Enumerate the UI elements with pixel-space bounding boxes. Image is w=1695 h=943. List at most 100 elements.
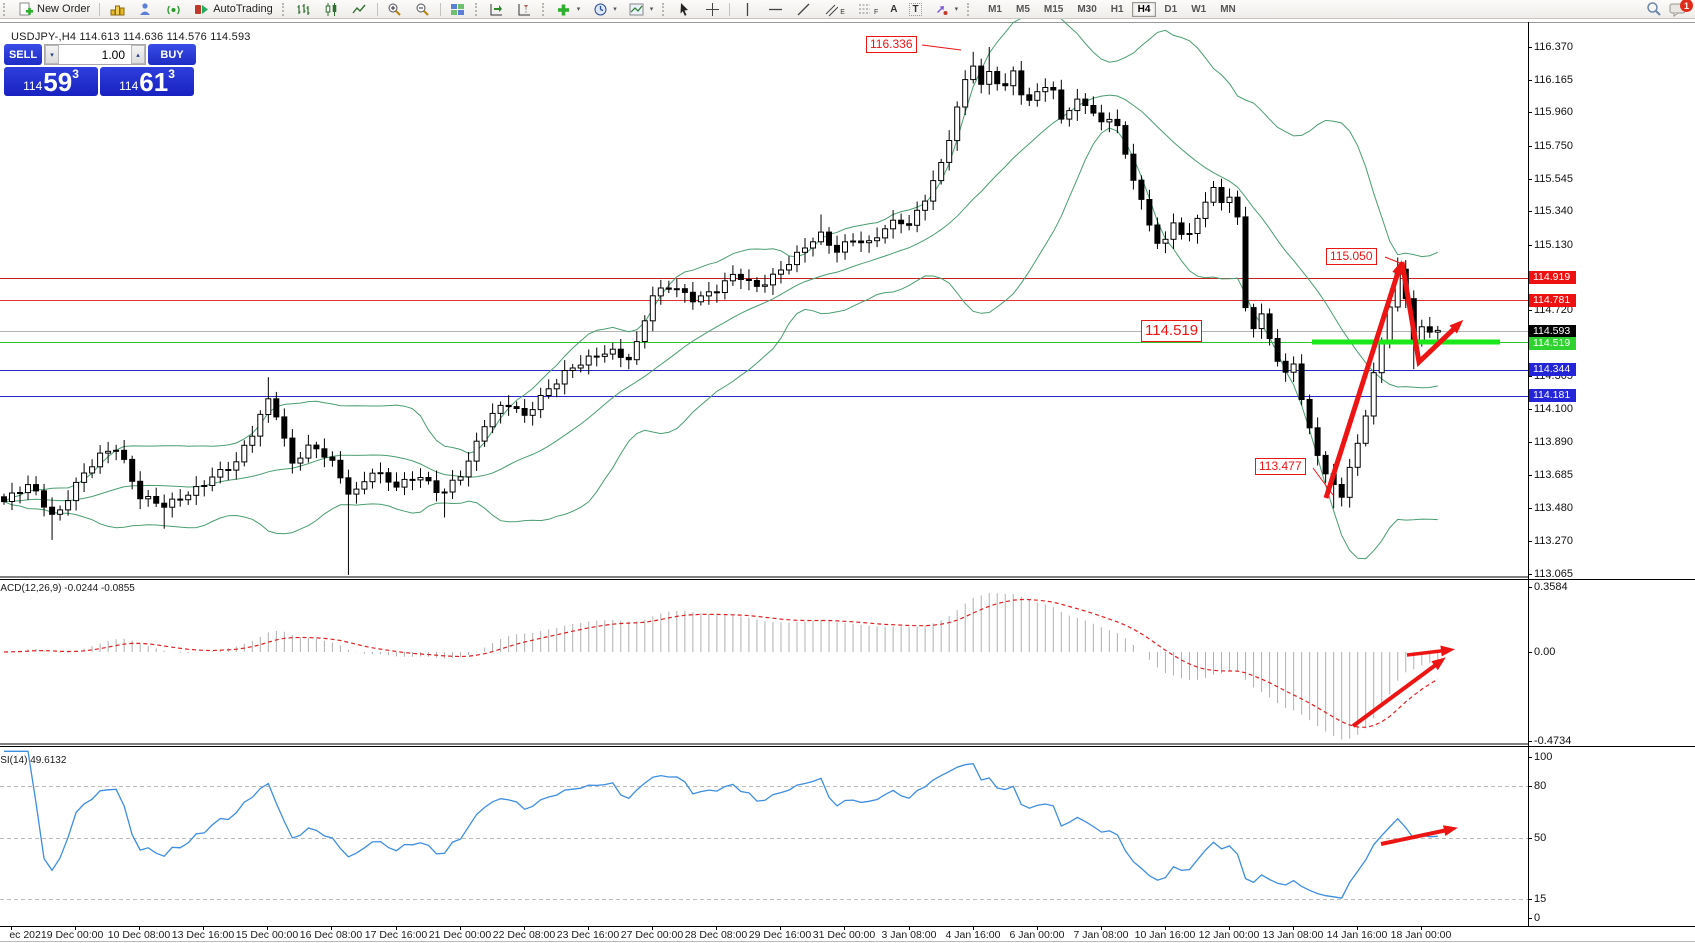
fibonacci-tool-button[interactable]: F: [851, 1, 884, 18]
candlestick-button[interactable]: [318, 1, 346, 18]
data-window-button[interactable]: [131, 1, 159, 18]
axis-tick: [1528, 310, 1532, 311]
volume-decrease-button[interactable]: ▾: [45, 45, 59, 64]
axis-tick: [1528, 574, 1532, 575]
price-axis-label: 114.720: [1534, 304, 1573, 316]
date-axis-label: 15 Dec 00:00: [235, 929, 299, 941]
trendline-icon: [795, 2, 811, 17]
axis-tick: [1528, 587, 1532, 588]
volume-increase-button[interactable]: ▴: [131, 45, 145, 64]
timeframe-m30-button[interactable]: M30: [1077, 3, 1097, 15]
date-axis-tick: [139, 926, 140, 930]
search-icon[interactable]: [1646, 1, 1662, 16]
timeframe-m1-button[interactable]: M1: [988, 3, 1002, 15]
sell-price-display[interactable]: 114 59 3: [4, 67, 98, 96]
axis-tick: [1528, 47, 1532, 48]
price-axis-label: 113.685: [1534, 469, 1573, 481]
date-axis-label: 21 Dec 00:00: [428, 929, 492, 941]
axis-tick: [1528, 838, 1532, 839]
zoom-out-button[interactable]: [409, 1, 437, 18]
price-level-badge: 114.344: [1529, 362, 1576, 376]
autotrading-icon: [193, 2, 209, 17]
candlestick-icon: [324, 2, 340, 17]
horizontal-line-icon: [767, 2, 783, 17]
date-axis-tick: [1101, 926, 1102, 930]
chat-icon[interactable]: 1: [1667, 0, 1693, 17]
axis-tick: [1528, 918, 1532, 919]
tile-windows-button[interactable]: [444, 1, 472, 18]
sell-button[interactable]: SELL: [4, 44, 42, 65]
crosshair-icon: [704, 2, 720, 17]
date-axis-label: 10 Jan 16:00: [1134, 929, 1196, 941]
crosshair-tool-button[interactable]: [698, 1, 726, 18]
price-annotation[interactable]: 116.336: [866, 36, 917, 53]
axis-tick: [1528, 475, 1532, 476]
date-axis-tick: [1229, 926, 1230, 930]
date-axis-label: 14 Jan 16:00: [1326, 929, 1388, 941]
price-axis-label: 113.270: [1534, 535, 1573, 547]
trendline-tool-button[interactable]: [789, 1, 817, 18]
chart-shift-icon: [517, 2, 533, 17]
cursor-tool-button[interactable]: [670, 1, 698, 18]
timeframe-w1-button[interactable]: W1: [1191, 3, 1207, 15]
toolbar-grip[interactable]: [967, 2, 972, 16]
line-chart-button[interactable]: [346, 1, 374, 18]
toolbar-grip[interactable]: [541, 2, 547, 16]
signals-button[interactable]: [159, 1, 187, 18]
main-toolbar: New Order AutoTrading: [0, 0, 1695, 19]
add-indicator-button[interactable]: [550, 1, 587, 18]
vertical-line-tool-button[interactable]: [733, 1, 761, 18]
timeframe-h1-button[interactable]: H1: [1110, 3, 1124, 15]
toolbar-grip[interactable]: [281, 2, 287, 16]
axis-tick: [1528, 146, 1532, 147]
date-axis-label: 6 Jan 00:00: [1009, 929, 1065, 941]
zoom-in-icon: [387, 2, 403, 17]
buy-button[interactable]: BUY: [148, 44, 196, 65]
market-watch-button[interactable]: [103, 1, 131, 18]
text-tool-button[interactable]: A: [884, 1, 903, 18]
price-axis-label: 0.00: [1534, 646, 1556, 658]
date-axis-tick: [460, 926, 461, 930]
date-axis-tick: [844, 926, 845, 930]
buy-price-sup: 3: [168, 67, 175, 81]
axis-tick: [1528, 741, 1532, 742]
price-annotation[interactable]: 113.477: [1255, 458, 1306, 475]
toolbar-grip[interactable]: [3, 2, 8, 16]
bar-chart-button[interactable]: [290, 1, 318, 18]
price-axis-label: 114.100: [1534, 403, 1573, 415]
volume-input[interactable]: [59, 45, 131, 64]
timeframe-mn-button[interactable]: MN: [1220, 3, 1236, 15]
arrows-tool-button[interactable]: [928, 1, 965, 18]
timeframe-h4-button[interactable]: H4: [1131, 1, 1157, 17]
period-button[interactable]: [586, 1, 623, 18]
label-tool-button[interactable]: T: [903, 1, 927, 18]
buy-price-main: 61: [139, 67, 169, 97]
timeframe-d1-button[interactable]: D1: [1164, 3, 1178, 15]
new-order-button[interactable]: New Order: [11, 1, 96, 18]
text-tool-icon: A: [890, 3, 898, 15]
autotrading-button[interactable]: AutoTrading: [187, 1, 279, 18]
zoom-in-button[interactable]: [381, 1, 409, 18]
chart-shift-button[interactable]: [511, 1, 539, 18]
toolbar-grip[interactable]: [662, 2, 667, 16]
timeframe-m15-button[interactable]: M15: [1043, 3, 1064, 15]
date-axis-label: 23 Dec 16:00: [556, 929, 620, 941]
template-icon: [629, 2, 645, 17]
horizontal-line-tool-button[interactable]: [761, 1, 789, 18]
zoom-out-icon: [415, 2, 431, 17]
channel-tool-button[interactable]: E: [817, 1, 851, 18]
new-order-icon: [17, 2, 33, 17]
buy-price-display[interactable]: 114 61 3: [100, 67, 194, 96]
auto-scroll-button[interactable]: [483, 1, 511, 18]
price-annotation[interactable]: 114.519: [1141, 320, 1203, 342]
sell-price-prefix: 114: [23, 79, 43, 93]
template-button[interactable]: [623, 1, 660, 18]
axis-tick: [1528, 899, 1532, 900]
timeframe-m5-button[interactable]: M5: [1015, 3, 1030, 15]
volume-spinner: ▾ ▴: [44, 44, 146, 65]
date-axis-tick: [1421, 926, 1422, 930]
buy-price-prefix: 114: [119, 79, 139, 93]
price-annotation[interactable]: 115.050: [1326, 248, 1377, 265]
toolbar-grip[interactable]: [474, 2, 480, 16]
